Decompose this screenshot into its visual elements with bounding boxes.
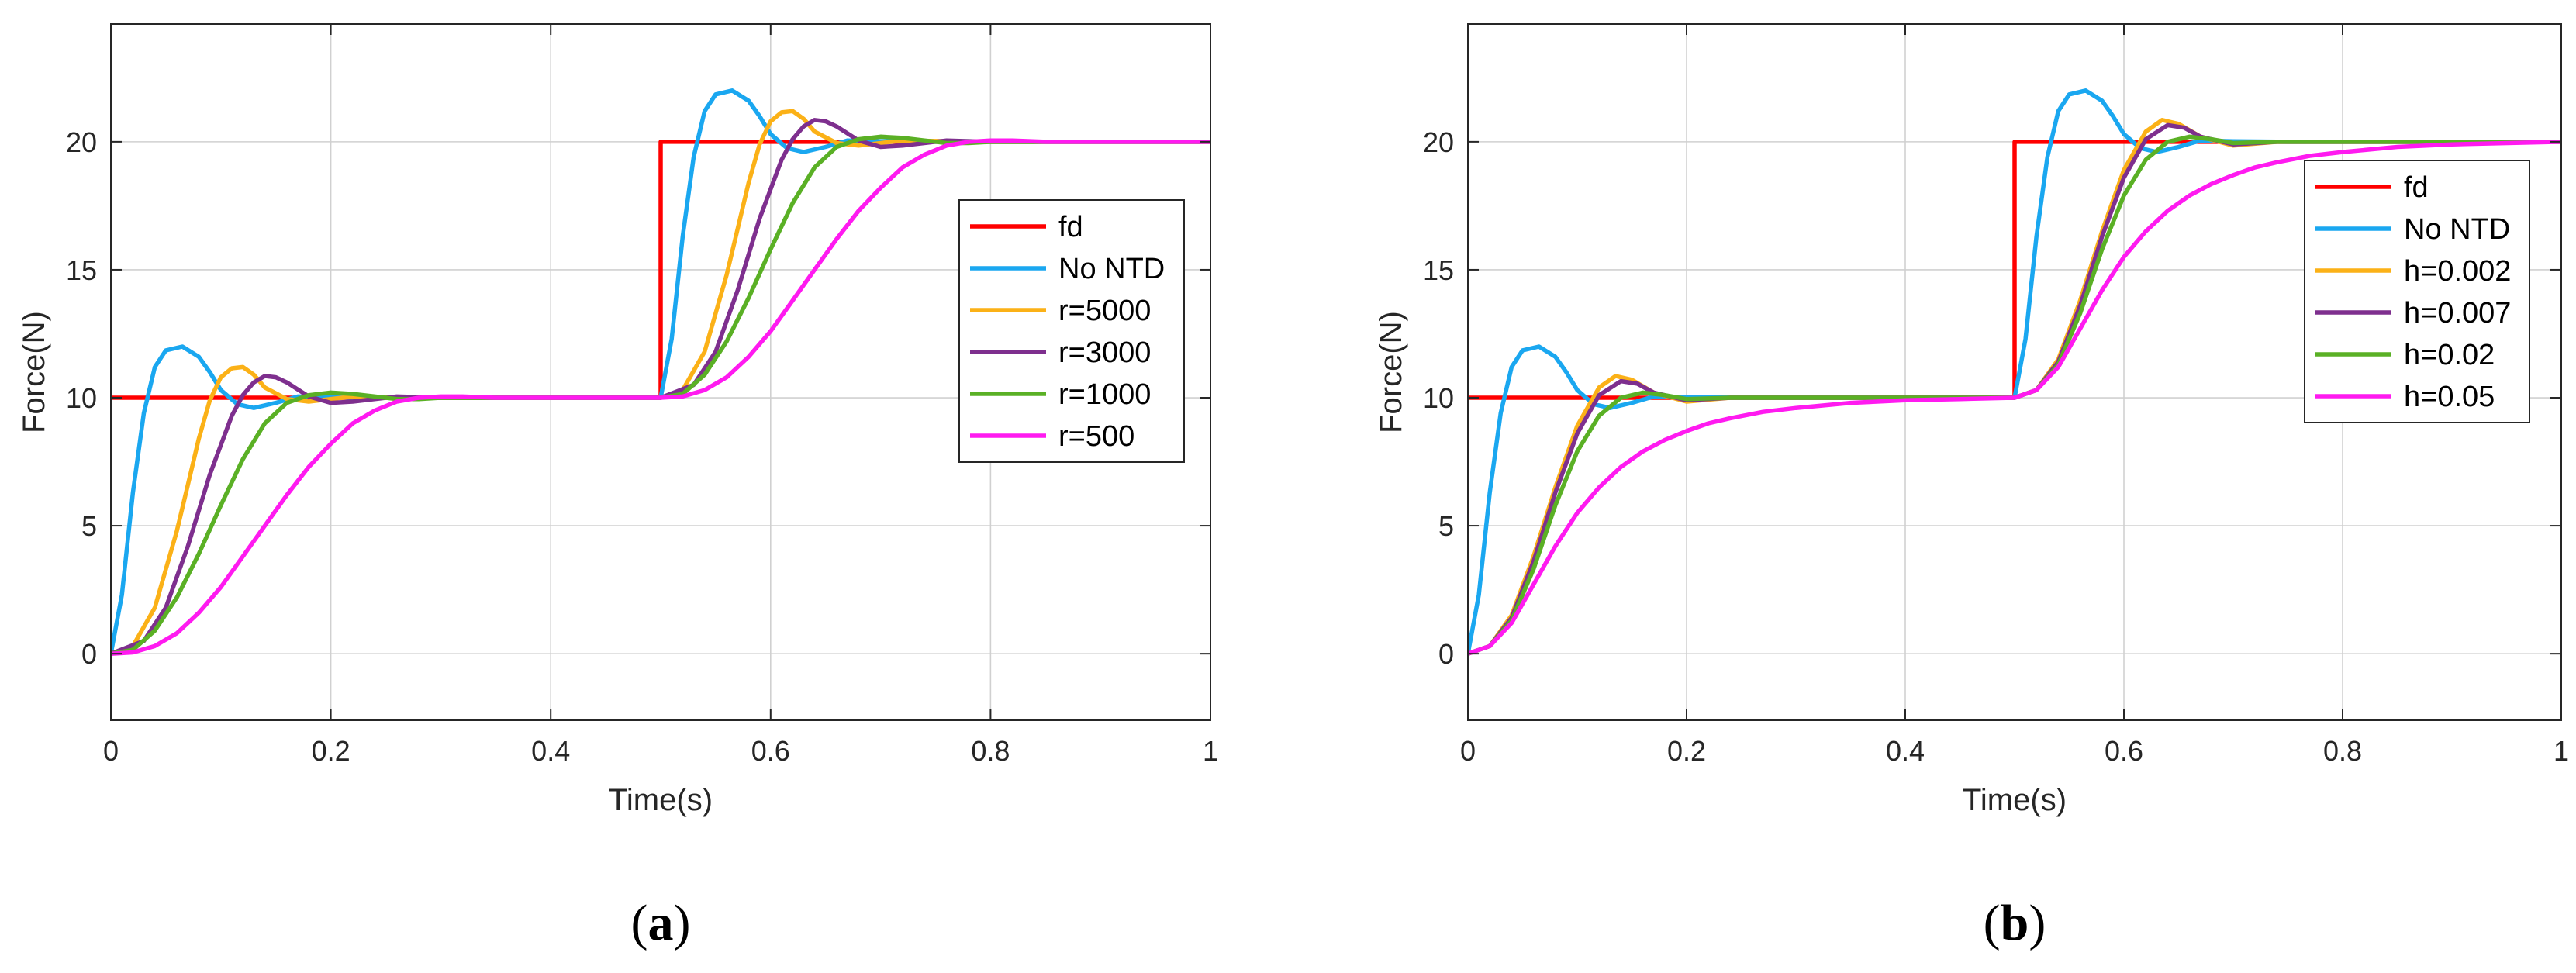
- series-line-h-0-05: [1468, 140, 2561, 656]
- caption-open-paren: (: [631, 895, 648, 951]
- y-tick-label: 0: [81, 638, 97, 670]
- legend-label: h=0.05: [2404, 381, 2495, 413]
- x-tick-label: 0.4: [531, 735, 570, 767]
- panel-caption: (a): [631, 895, 691, 951]
- y-tick-label: 15: [1423, 254, 1454, 286]
- y-tick-label: 0: [1438, 638, 1454, 670]
- legend-label: No NTD: [1058, 253, 1165, 285]
- x-axis-label: Time(s): [609, 783, 713, 817]
- legend-label: fd: [2404, 171, 2429, 204]
- legend-box: [2304, 160, 2530, 423]
- y-tick-label: 10: [1423, 382, 1454, 414]
- y-tick-label: 5: [1438, 510, 1454, 542]
- y-tick-label: 10: [66, 382, 97, 414]
- series-line-r-500: [111, 138, 1210, 656]
- y-tick-label: 5: [81, 510, 97, 542]
- x-tick-label: 0: [1460, 735, 1476, 767]
- x-axis-label: Time(s): [1963, 783, 2067, 817]
- panel-b: 0 0.2 0.4 0.6 0.8 1 0 5 10 15 20 Time(s) Force(N) fd N…: [1288, 0, 2576, 973]
- panel-a: 0 0.2 0.4 0.6 0.8 1 0 5 10 15 20 Time(s) Force(N) fd N…: [17, 23, 1218, 951]
- x-tick-label: 0.4: [1886, 735, 1925, 767]
- legend-label: r=500: [1058, 420, 1134, 453]
- x-tick-label: 0.6: [751, 735, 790, 767]
- x-tick-label: 0.2: [312, 735, 350, 767]
- x-tick-label: 0: [103, 735, 119, 767]
- legend-label: No NTD: [2404, 213, 2510, 246]
- legend-label: fd: [1058, 211, 1083, 243]
- y-tick-label: 20: [66, 126, 97, 158]
- caption-open-paren: (: [1984, 895, 2001, 951]
- x-tick-label: 1: [1203, 735, 1218, 767]
- panel-caption: (b): [1984, 895, 2046, 951]
- axes-box: [1467, 23, 2562, 721]
- y-axis-label: Force(N): [1374, 311, 1408, 433]
- legend-label: h=0.02: [2404, 339, 2495, 371]
- chart-a: 0 0.2 0.4 0.6 0.8 105101520Time(s)Force(N)fdN…: [17, 23, 1218, 951]
- x-tick-label: 1: [2554, 735, 2569, 767]
- chart-b: 0 0.2 0.4 0.6 0.8 105101520Time(s)Force(N)fdN…: [1374, 23, 2569, 951]
- x-tick-label: 0.2: [1667, 735, 1706, 767]
- legend-label: r=3000: [1058, 336, 1151, 369]
- y-tick-label: 20: [1423, 126, 1454, 158]
- axes-box: [110, 23, 1211, 721]
- caption-close-paren: ): [2029, 895, 2046, 951]
- legend-label: h=0.002: [2404, 255, 2511, 288]
- legend-box: [958, 199, 1185, 463]
- y-tick-label: 15: [66, 254, 97, 286]
- caption-letter: a: [648, 895, 674, 951]
- caption-close-paren: ): [674, 895, 691, 951]
- x-tick-label: 0.6: [2105, 735, 2143, 767]
- x-tick-label: 0.8: [2323, 735, 2362, 767]
- caption-letter: b: [2001, 895, 2029, 951]
- legend-label: h=0.007: [2404, 297, 2511, 330]
- legend-label: r=1000: [1058, 378, 1151, 411]
- x-tick-label: 0.8: [971, 735, 1010, 767]
- y-axis-label: Force(N): [17, 311, 51, 433]
- legend-label: r=5000: [1058, 295, 1151, 327]
